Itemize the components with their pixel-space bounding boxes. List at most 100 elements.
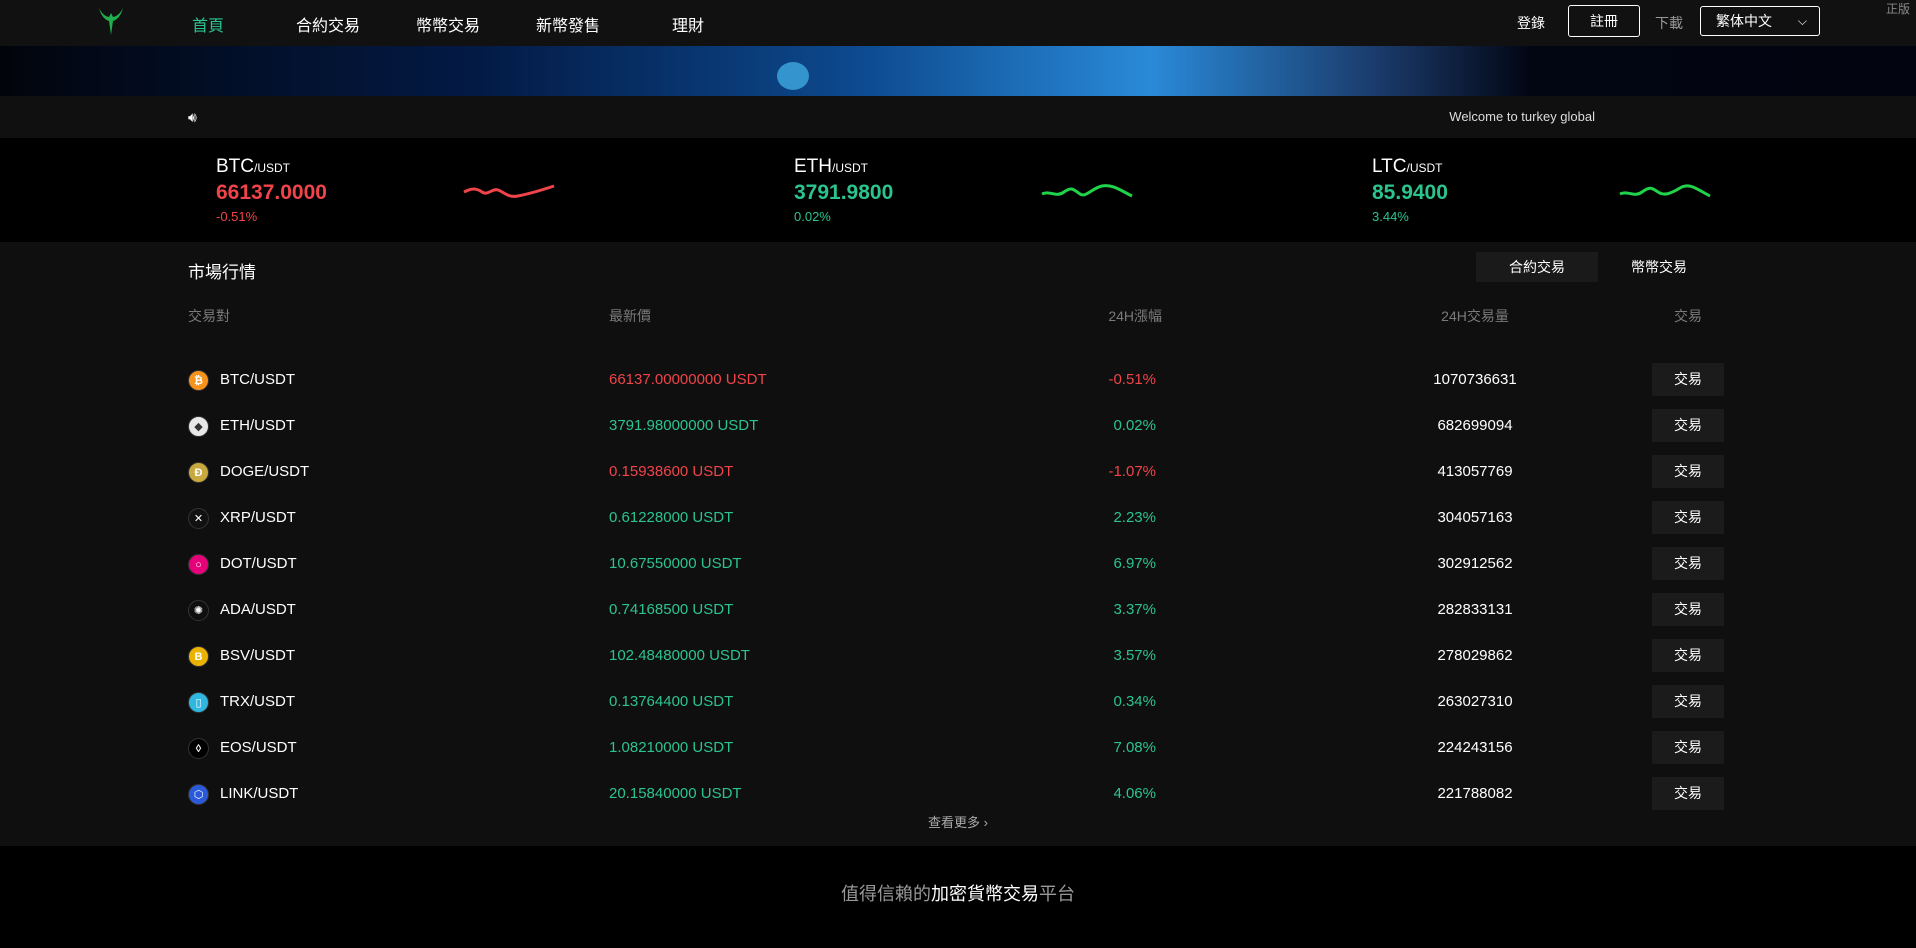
language-select[interactable]: 繁体中文 ⌵ xyxy=(1700,6,1820,36)
last-price: 10.67550000 USDT xyxy=(609,555,742,572)
ticker-change: 3.44% xyxy=(1372,209,1409,224)
table-row[interactable]: B BSV/USDT 102.48480000 USDT 3.57% 27802… xyxy=(0,633,1916,679)
ticker-btc[interactable]: BTC/USDT 66137.0000 -0.51% xyxy=(216,156,327,224)
sparkline-btc xyxy=(463,184,555,198)
last-price: 0.15938600 USDT xyxy=(609,463,734,480)
nav-contract-trading[interactable]: 合約交易 xyxy=(296,18,361,35)
pair-name: DOT/USDT xyxy=(220,555,297,572)
pair-name: TRX/USDT xyxy=(220,693,295,710)
table-row[interactable]: ◆ ETH/USDT 3791.98000000 USDT 0.02% 6826… xyxy=(0,403,1916,449)
ticker-price: 66137.0000 xyxy=(216,181,327,204)
footer-slogan: 值得信賴的加密貨幣交易平台 xyxy=(0,880,1916,906)
table-row[interactable]: ○ DOT/USDT 10.67550000 USDT 6.97% 302912… xyxy=(0,541,1916,587)
nav-spot-trading[interactable]: 幣幣交易 xyxy=(416,18,481,35)
table-row[interactable]: ▯ TRX/USDT 0.13764400 USDT 0.34% 2630273… xyxy=(0,679,1916,725)
table-row[interactable]: ✺ ADA/USDT 0.74168500 USDT 3.37% 2828331… xyxy=(0,587,1916,633)
register-button[interactable]: 註冊 xyxy=(1568,5,1640,37)
last-price: 102.48480000 USDT xyxy=(609,647,750,664)
table-row[interactable]: ◊ EOS/USDT 1.08210000 USDT 7.08% 2242431… xyxy=(0,725,1916,771)
ticker-ltc[interactable]: LTC/USDT 85.9400 3.44% xyxy=(1372,156,1448,224)
notice-text[interactable]: Welcome to turkey global xyxy=(1449,109,1595,124)
trade-button[interactable]: 交易 xyxy=(1652,685,1724,718)
market-section: 市場行情 合約交易 幣幣交易 交易對 最新價 24H漲幅 24H交易量 交易 ₿… xyxy=(0,242,1916,846)
sparkline-eth xyxy=(1041,184,1133,198)
pair-name: ADA/USDT xyxy=(220,601,296,618)
header-pair: 交易對 xyxy=(188,308,230,324)
speaker-icon: 🔊︎ xyxy=(188,109,197,125)
phoenix-logo-icon[interactable] xyxy=(94,5,128,39)
coin-icon: ◆ xyxy=(188,416,209,437)
volume-24h: 282833131 xyxy=(1437,601,1513,618)
view-more-link[interactable]: 查看更多 › xyxy=(928,815,988,830)
last-price: 3791.98000000 USDT xyxy=(609,417,759,434)
banner-orb xyxy=(777,62,809,90)
volume-24h: 221788082 xyxy=(1437,785,1513,802)
login-link[interactable]: 登錄 xyxy=(1517,15,1545,31)
nav-new-coin-sale[interactable]: 新幣發售 xyxy=(536,18,601,35)
pair-name: ETH/USDT xyxy=(220,417,295,434)
trade-button[interactable]: 交易 xyxy=(1652,593,1724,626)
nav-finance[interactable]: 理財 xyxy=(672,18,705,35)
table-row[interactable]: ⬡ LINK/USDT 20.15840000 USDT 4.06% 22178… xyxy=(0,771,1916,817)
last-price: 66137.00000000 USDT xyxy=(609,371,767,388)
ticker-price: 85.9400 xyxy=(1372,181,1448,204)
trade-button[interactable]: 交易 xyxy=(1652,455,1724,488)
ticker-eth[interactable]: ETH/USDT 3791.9800 0.02% xyxy=(794,156,893,224)
ticker-base: BTC xyxy=(216,156,254,177)
tab-spot-trading[interactable]: 幣幣交易 xyxy=(1631,259,1687,275)
pair-name: EOS/USDT xyxy=(220,739,297,756)
change-24h: 3.37% xyxy=(1113,601,1156,618)
coin-icon: ◊ xyxy=(188,738,209,759)
coin-icon: ▯ xyxy=(188,692,209,713)
sparkline-ltc xyxy=(1619,184,1711,198)
language-value: 繁体中文 xyxy=(1716,13,1772,29)
nav-home[interactable]: 首頁 xyxy=(192,18,225,35)
last-price: 0.61228000 USDT xyxy=(609,509,734,526)
coin-icon: ₿ xyxy=(188,370,209,391)
table-row[interactable]: Ð DOGE/USDT 0.15938600 USDT -1.07% 41305… xyxy=(0,449,1916,495)
volume-24h: 304057163 xyxy=(1437,509,1513,526)
volume-24h: 278029862 xyxy=(1437,647,1513,664)
pair-name: XRP/USDT xyxy=(220,509,296,526)
slogan-pre: 值得信賴的 xyxy=(841,884,931,904)
table-row[interactable]: ✕ XRP/USDT 0.61228000 USDT 2.23% 3040571… xyxy=(0,495,1916,541)
slogan-post: 平台 xyxy=(1039,884,1075,904)
volume-24h: 413057769 xyxy=(1437,463,1513,480)
pair-name: DOGE/USDT xyxy=(220,463,310,480)
change-24h: 0.02% xyxy=(1113,417,1156,434)
ticker-change: -0.51% xyxy=(216,209,258,224)
change-24h: 7.08% xyxy=(1113,739,1156,756)
table-row[interactable]: ₿ BTC/USDT 66137.00000000 USDT -0.51% 10… xyxy=(0,357,1916,403)
change-24h: 6.97% xyxy=(1113,555,1156,572)
trade-button[interactable]: 交易 xyxy=(1652,501,1724,534)
last-price: 20.15840000 USDT xyxy=(609,785,742,802)
ticker-change: 0.02% xyxy=(794,209,831,224)
volume-24h: 302912562 xyxy=(1437,555,1513,572)
ticker-quote: /USDT xyxy=(832,161,868,175)
volume-24h: 224243156 xyxy=(1437,739,1513,756)
coin-icon: B xyxy=(188,646,209,667)
coin-icon: Ð xyxy=(188,462,209,483)
coin-icon: ⬡ xyxy=(188,784,209,805)
trade-button[interactable]: 交易 xyxy=(1652,547,1724,580)
volume-24h: 1070736631 xyxy=(1433,371,1517,388)
pair-name: LINK/USDT xyxy=(220,785,299,802)
pair-name: BTC/USDT xyxy=(220,371,295,388)
ticker-quote: /USDT xyxy=(254,161,290,175)
coin-icon: ○ xyxy=(188,554,209,575)
download-link[interactable]: 下載 xyxy=(1655,15,1683,31)
tab-contract-trading[interactable]: 合約交易 xyxy=(1476,252,1598,282)
change-24h: -1.07% xyxy=(1108,463,1156,480)
trade-button[interactable]: 交易 xyxy=(1652,639,1724,672)
change-24h: 4.06% xyxy=(1113,785,1156,802)
slogan-highlight: 加密貨幣交易 xyxy=(931,884,1039,904)
last-price: 1.08210000 USDT xyxy=(609,739,734,756)
top-nav: 首頁 合約交易 幣幣交易 新幣發售 理財 登錄 註冊 下載 繁体中文 ⌵ 正版 xyxy=(0,0,1916,46)
trade-button[interactable]: 交易 xyxy=(1652,777,1724,810)
last-price: 0.13764400 USDT xyxy=(609,693,734,710)
trade-button[interactable]: 交易 xyxy=(1652,363,1724,396)
header-trade: 交易 xyxy=(1674,308,1702,324)
trade-button[interactable]: 交易 xyxy=(1652,409,1724,442)
coin-icon: ✺ xyxy=(188,600,209,621)
trade-button[interactable]: 交易 xyxy=(1652,731,1724,764)
